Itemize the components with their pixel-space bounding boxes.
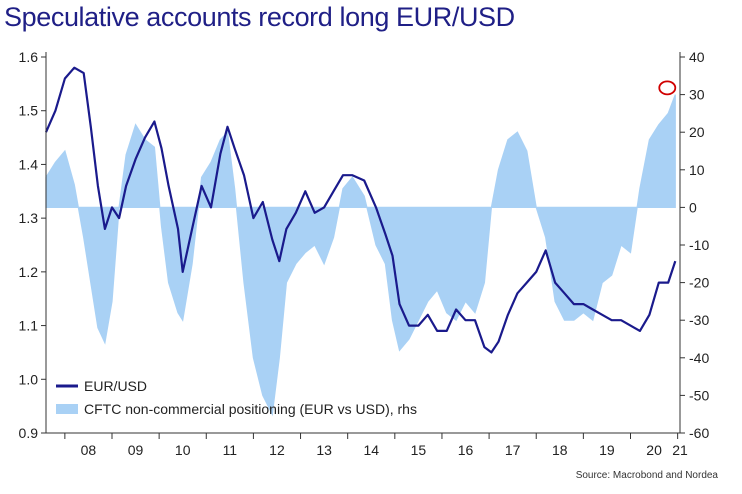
right-tick-label: 0	[689, 199, 697, 215]
legend-label-eurusd: EUR/USD	[84, 378, 147, 394]
x-tick-label: 19	[599, 442, 615, 458]
left-tick-label: 1.0	[19, 371, 39, 387]
right-tick-label: 30	[689, 87, 705, 103]
cftc-area-layer	[45, 94, 676, 417]
cftc-area-series	[45, 94, 676, 417]
legend-swatch-cftc	[56, 404, 78, 414]
x-tick-label: 17	[505, 442, 521, 458]
x-tick-label: 16	[458, 442, 474, 458]
x-tick-label: 08	[81, 442, 97, 458]
axes-layer: 0.9 1.0 1.1 1.2 1.3 1.4 1.5 1.6 -60 -50 -40 -30 -20 -…	[19, 49, 710, 458]
left-tick-label: 1.3	[19, 210, 39, 226]
left-tick-label: 1.4	[19, 156, 39, 172]
x-tick-label: 11	[223, 442, 238, 458]
right-tick-label: -50	[689, 387, 709, 403]
right-tick-label: 10	[689, 162, 705, 178]
legend-label-cftc: CFTC non-commercial positioning (EUR vs …	[84, 401, 417, 417]
right-tick-label: -10	[689, 237, 709, 253]
legend: EUR/USD CFTC non-commercial positioning (…	[56, 378, 417, 417]
right-tick-label: 20	[689, 124, 705, 140]
x-tick-label: 14	[363, 442, 379, 458]
x-tick-label: 20	[646, 442, 662, 458]
right-tick-label: -20	[689, 275, 709, 291]
right-tick-label: -40	[689, 350, 709, 366]
x-tick-label: 12	[269, 442, 285, 458]
annotation-layer	[658, 80, 677, 96]
right-tick-label: -30	[689, 312, 709, 328]
left-tick-label: 0.9	[19, 425, 39, 441]
x-tick-label: 10	[175, 442, 191, 458]
source-note: Source: Macrobond and Nordea	[575, 470, 718, 481]
x-tick-label: 21	[672, 442, 688, 458]
left-tick-label: 1.5	[19, 103, 39, 119]
chart-title: Speculative accounts record long EUR/USD	[4, 2, 515, 32]
highlight-circle-marker	[658, 80, 677, 96]
x-tick-label: 15	[411, 442, 427, 458]
eurusd-line-series	[44, 66, 677, 354]
eurusd-line-layer	[44, 66, 677, 354]
left-tick-label: 1.6	[19, 49, 39, 65]
left-tick-label: 1.2	[19, 264, 39, 280]
right-tick-label: 40	[689, 49, 705, 65]
right-tick-label: -60	[689, 425, 709, 441]
x-tick-label: 09	[128, 442, 144, 458]
left-tick-label: 1.1	[19, 318, 39, 334]
x-tick-label: 18	[552, 442, 568, 458]
x-tick-label: 13	[316, 442, 332, 458]
